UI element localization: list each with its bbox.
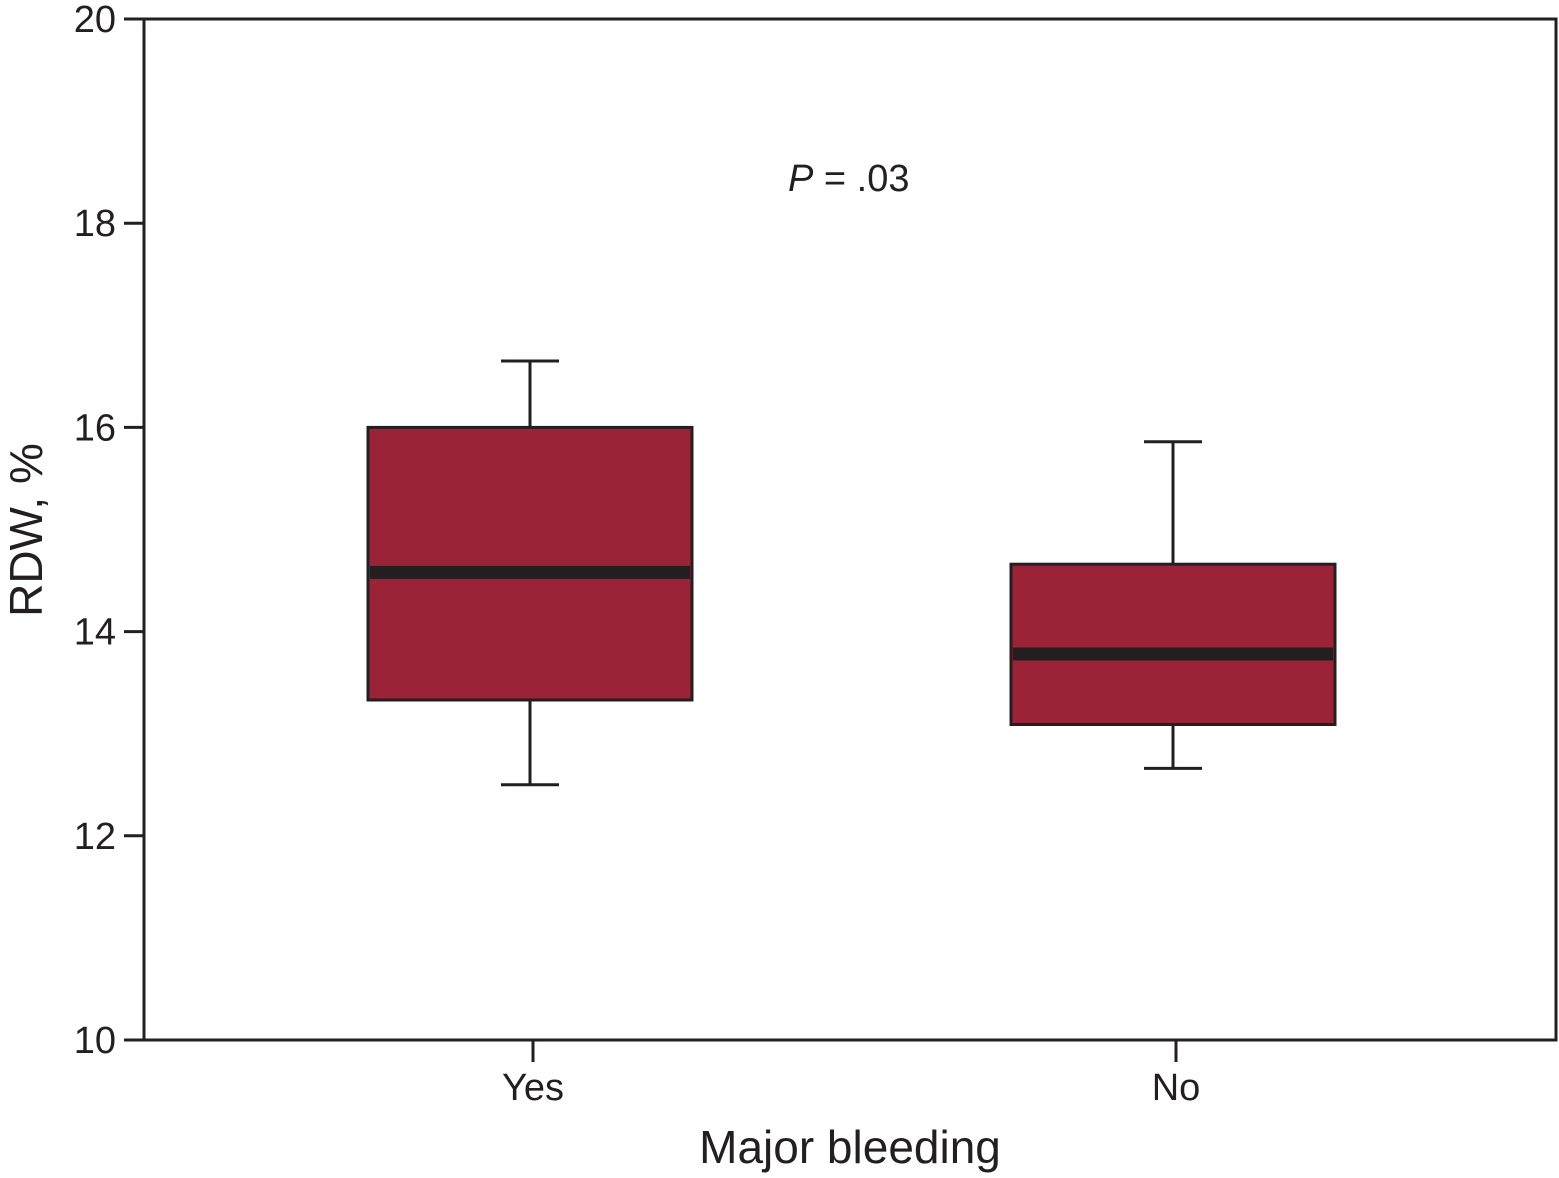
x-axis-label: Major bleeding (699, 1121, 1001, 1173)
y-tick-label: 20 (74, 0, 116, 41)
y-tick-label: 14 (74, 612, 116, 654)
box-yes (366, 359, 694, 787)
y-axis: 10 12 14 16 18 20 (74, 0, 144, 1062)
y-tick-label: 18 (74, 203, 116, 245)
y-axis-label: RDW, % (0, 443, 52, 617)
p-value-annotation: P = .03 (788, 158, 910, 200)
box-no (1009, 440, 1337, 770)
x-tick-label: No (1152, 1067, 1201, 1109)
interquartile-box (366, 425, 694, 702)
boxes-layer (366, 359, 1337, 787)
x-tick-label: Yes (502, 1067, 564, 1109)
plot-frame (142, 17, 1558, 1042)
x-axis: Yes No (502, 1040, 1200, 1109)
y-tick-label: 12 (74, 816, 116, 858)
interquartile-box (1009, 562, 1337, 727)
y-tick-label: 16 (74, 407, 116, 449)
y-tick-label: 10 (74, 1020, 116, 1062)
